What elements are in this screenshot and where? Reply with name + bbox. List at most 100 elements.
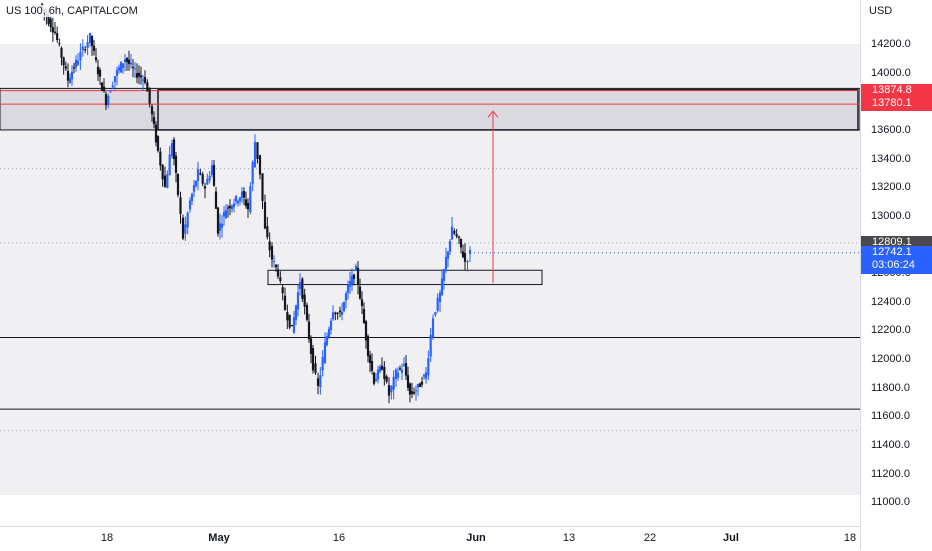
time-scale[interactable]: 18 May 16 Jun 13 22 Jul 18 xyxy=(0,526,860,551)
price-tick-label: 11800.0 xyxy=(871,381,910,394)
candle-body-187 xyxy=(438,292,442,302)
symbol-title[interactable]: US 100, 6h, CAPITALCOM xyxy=(4,5,140,17)
candle-body-37 xyxy=(117,67,121,71)
candle-body-140 xyxy=(340,311,344,315)
candle-body-176 xyxy=(414,390,418,392)
candle-body-173 xyxy=(408,383,412,395)
candle-body-57 xyxy=(159,151,162,166)
candle-body-22 xyxy=(86,42,89,48)
candle-body-158 xyxy=(376,369,380,380)
candle-body-23 xyxy=(88,32,92,44)
candle-body-179 xyxy=(420,381,424,385)
candle-body-95 xyxy=(240,191,244,198)
candle-body-178 xyxy=(418,383,422,387)
candle-body-112 xyxy=(279,277,282,281)
candle-body-79 xyxy=(208,175,211,181)
price-tag-last: 12742.1 03:06:24 xyxy=(861,245,932,274)
candle-body-177 xyxy=(416,383,420,388)
candle-body-139 xyxy=(338,310,342,313)
candle-body-186 xyxy=(436,297,439,311)
candle-body-65 xyxy=(176,174,180,196)
candle-body-25 xyxy=(92,45,96,51)
price-chart[interactable] xyxy=(0,0,861,526)
candle-body-122 xyxy=(301,278,304,299)
candle-body-147 xyxy=(354,266,358,271)
price-scale[interactable]: USD 14200.014000.013800.013600.013400.01… xyxy=(860,0,932,550)
candle-body-103 xyxy=(258,155,262,175)
candle-body-45 xyxy=(133,68,137,70)
candle-body-156 xyxy=(372,372,376,384)
candle-body-182 xyxy=(427,358,430,376)
resistance-zone-inner xyxy=(157,89,859,131)
candle-body-87 xyxy=(224,210,228,219)
candle-body-62 xyxy=(170,143,174,157)
candle-body-52 xyxy=(148,87,151,104)
candle-body-69 xyxy=(186,212,189,228)
candle-body-27 xyxy=(96,66,100,75)
price-tick-label: 11400.0 xyxy=(871,438,910,451)
price-tag-high: 13874.8 xyxy=(861,83,932,98)
candle-body-20 xyxy=(81,46,84,51)
candle-body-138 xyxy=(336,312,339,314)
candle-body-56 xyxy=(156,136,160,151)
candle-body-17 xyxy=(74,59,78,68)
resistance-zone xyxy=(0,87,861,131)
candle-body-64 xyxy=(174,155,178,173)
candle-body-16 xyxy=(72,67,76,69)
candle-body-83 xyxy=(216,207,220,234)
candle-body-40 xyxy=(123,59,127,63)
candle-body-54 xyxy=(152,117,156,125)
candle-body-127 xyxy=(311,348,315,371)
candle-body-92 xyxy=(234,195,238,202)
last-price-value: 12742.1 xyxy=(872,245,912,258)
price-tick-label: 12200.0 xyxy=(871,324,911,337)
candle-body-89 xyxy=(228,206,232,209)
candle-body-11 xyxy=(62,57,65,66)
candle-body-41 xyxy=(125,58,129,62)
candle-body-4 xyxy=(47,14,50,24)
candle-body-113 xyxy=(281,287,284,294)
candle-body-125 xyxy=(307,321,311,340)
candle-body-72 xyxy=(192,185,196,192)
price-tick-label: 11000.0 xyxy=(871,496,910,509)
candle-body-116 xyxy=(288,314,291,328)
candle-body-142 xyxy=(344,293,348,301)
candle-body-26 xyxy=(94,57,98,61)
candle-body-74 xyxy=(196,169,200,182)
price-tick-label: 14200.0 xyxy=(871,38,911,50)
price-tick-label: 12400.0 xyxy=(871,295,911,308)
candle-body-160 xyxy=(380,365,384,370)
candle-body-42 xyxy=(127,59,131,65)
candle-body-76 xyxy=(201,174,204,184)
candle-body-117 xyxy=(290,325,294,327)
candle-body-199 xyxy=(463,252,467,262)
candle-body-21 xyxy=(84,49,87,51)
candle-body-50 xyxy=(143,77,147,83)
candle-body-43 xyxy=(129,62,133,65)
candle-body-190 xyxy=(444,256,448,270)
candle-body-24 xyxy=(90,36,94,46)
candle-body-167 xyxy=(396,372,400,378)
candle-body-19 xyxy=(79,51,82,61)
price-tick-label: 11200.0 xyxy=(871,467,910,480)
candle-body-124 xyxy=(305,304,309,320)
candle-body-123 xyxy=(303,294,306,307)
candle-body-68 xyxy=(184,224,187,234)
candle-body-34 xyxy=(111,85,114,88)
candle-body-143 xyxy=(346,284,350,293)
candle-body-129 xyxy=(316,378,320,386)
candle-body-101 xyxy=(253,141,257,168)
candle-body-30 xyxy=(102,86,106,92)
price-tag-low: 13780.1 xyxy=(861,97,932,112)
candle-body-174 xyxy=(410,391,414,394)
candle-body-169 xyxy=(400,369,404,373)
candle-body-196 xyxy=(457,236,461,238)
candle-body-106 xyxy=(266,226,269,238)
price-tick-label: 13400.0 xyxy=(871,152,911,165)
time-tick-label: Jul xyxy=(723,532,739,544)
chart-area[interactable]: US 100, 6h, CAPITALCOM xyxy=(0,0,861,526)
candle-body-168 xyxy=(398,368,402,370)
candle-body-100 xyxy=(251,162,254,184)
candle-body-136 xyxy=(331,312,335,320)
price-tick-label: 13000.0 xyxy=(871,209,911,222)
